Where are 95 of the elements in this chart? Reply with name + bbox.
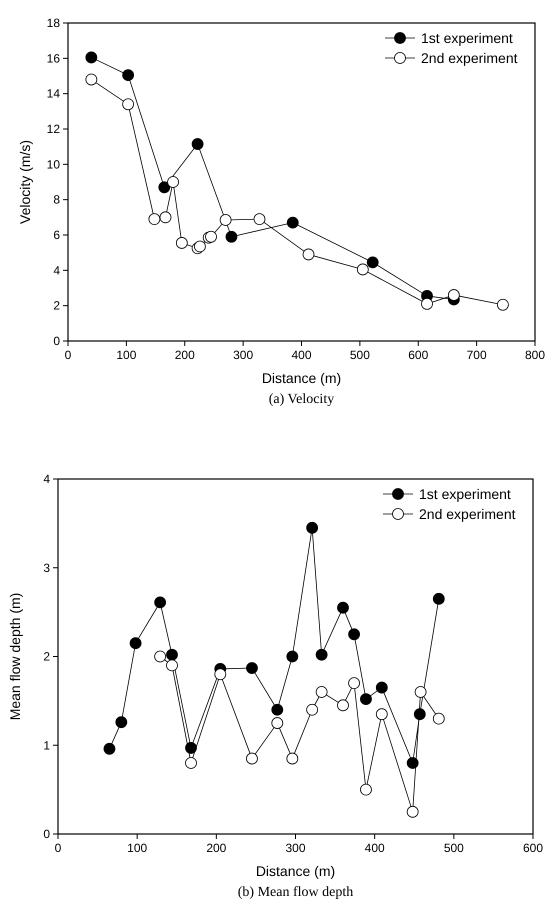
y-tick-label: 6 [53, 228, 60, 242]
point [306, 704, 318, 716]
x-tick-label: 500 [444, 841, 464, 855]
point [194, 240, 206, 252]
point [376, 682, 388, 694]
point [421, 298, 433, 310]
point [337, 699, 349, 712]
point [167, 176, 179, 188]
x-tick-label: 600 [408, 348, 429, 362]
point [104, 742, 116, 755]
point [316, 686, 328, 698]
point [246, 662, 258, 674]
point [122, 69, 134, 82]
point [154, 596, 166, 608]
point [366, 256, 379, 268]
x-tick-label: 400 [364, 841, 385, 855]
point [226, 230, 238, 243]
point [220, 214, 232, 226]
point [360, 784, 372, 796]
point [205, 230, 217, 243]
x-tick-label: 100 [127, 841, 148, 855]
point [360, 693, 372, 705]
point [246, 752, 258, 764]
y-tick-label: 12 [46, 122, 60, 136]
point [85, 52, 98, 64]
y-tick-label: 8 [53, 192, 60, 207]
point [115, 716, 128, 728]
point [130, 637, 142, 650]
x-tick-label: 300 [233, 348, 254, 362]
legend-label: 2nd experiment [419, 506, 516, 522]
point [122, 98, 134, 110]
point [414, 708, 426, 720]
point [406, 757, 419, 769]
point [192, 138, 204, 150]
x-tick-label: 200 [174, 348, 196, 362]
text: (a) Velocity [268, 392, 334, 407]
x-tick-label: 0 [64, 348, 72, 362]
point [337, 602, 349, 614]
point [176, 237, 188, 249]
x-tick-label: 600 [522, 841, 544, 855]
point [254, 213, 266, 225]
y-tick-label: 1 [43, 738, 50, 752]
point [414, 686, 426, 698]
x-tick-label: 700 [466, 348, 487, 362]
point [348, 628, 360, 640]
point [154, 650, 166, 662]
x-axis-title: Distance (m) [262, 370, 342, 386]
point [286, 216, 299, 229]
point [316, 648, 328, 661]
y-tick-label: 2 [53, 298, 60, 313]
point [271, 704, 284, 716]
x-tick-label: 800 [524, 348, 546, 362]
point [356, 264, 369, 276]
x-axis-title: Distance (m) [256, 863, 336, 879]
y-tick-label: 16 [46, 51, 60, 66]
y-tick-label: 14 [46, 86, 60, 101]
point [286, 650, 298, 662]
x-tick-label: 400 [291, 348, 312, 362]
point [376, 708, 388, 720]
point [432, 592, 445, 605]
y-tick-label: 4 [43, 472, 50, 486]
y-tick-label: 2 [43, 650, 50, 664]
y-tick-label: 4 [53, 263, 60, 278]
legend-label: 1st experiment [421, 30, 513, 46]
x-tick-label: 100 [116, 348, 137, 362]
point [85, 74, 98, 86]
point [166, 659, 178, 672]
y-axis-title: Mean flow depth (m) [7, 592, 23, 720]
x-tick-label: 200 [206, 841, 227, 855]
y-tick-label: 0 [53, 334, 60, 348]
point [448, 289, 460, 301]
point [348, 677, 360, 690]
point [432, 712, 445, 725]
point [148, 213, 160, 225]
x-tick-label: 500 [350, 348, 370, 362]
point [160, 211, 172, 224]
y-tick-label: 18 [46, 16, 60, 30]
point [166, 648, 178, 661]
point [185, 757, 197, 769]
point [302, 248, 314, 260]
y-tick-label: 0 [43, 827, 50, 841]
point [496, 298, 509, 311]
y-tick-label: 3 [43, 560, 50, 575]
point [406, 806, 419, 818]
point [286, 752, 298, 764]
text: (b) Mean flow depth [238, 885, 354, 900]
y-axis-title: Velocity (m/s) [17, 140, 33, 224]
y-tick-label: 10 [46, 157, 60, 172]
legend-label: 2nd experiment [421, 50, 518, 66]
legend-label: 1st experiment [419, 486, 511, 502]
point [214, 668, 226, 680]
point [306, 522, 318, 534]
point [271, 717, 284, 729]
point [158, 181, 170, 194]
x-tick-label: 300 [285, 841, 306, 855]
